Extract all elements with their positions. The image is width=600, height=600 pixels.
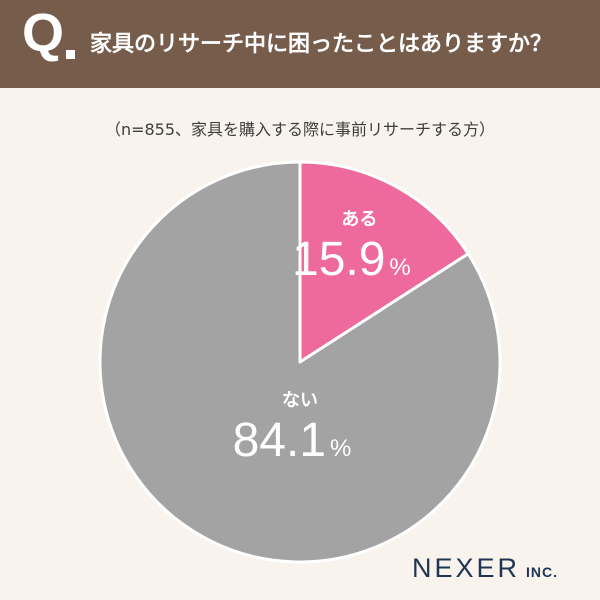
- slice-label-category: ある: [341, 209, 377, 230]
- slice-nai: [98, 160, 502, 564]
- question-title: 家具のリサーチ中に困ったことはありますか？: [90, 32, 553, 57]
- nexer-logo: NEXER INC.: [412, 553, 559, 583]
- slice-aru: [298, 160, 470, 364]
- slice-label-value: 84.1%: [233, 414, 352, 467]
- q-mark: Q: [22, 3, 65, 63]
- sample-note: （n=855、家具を購入する際に事前リサーチする方）: [104, 120, 496, 139]
- question-header: Q 家具のリサーチ中に困ったことはありますか？: [0, 0, 600, 88]
- slice-label-value: 15.9%: [292, 233, 411, 286]
- q-dot: [66, 50, 75, 59]
- slice-label-category: ない: [282, 390, 318, 411]
